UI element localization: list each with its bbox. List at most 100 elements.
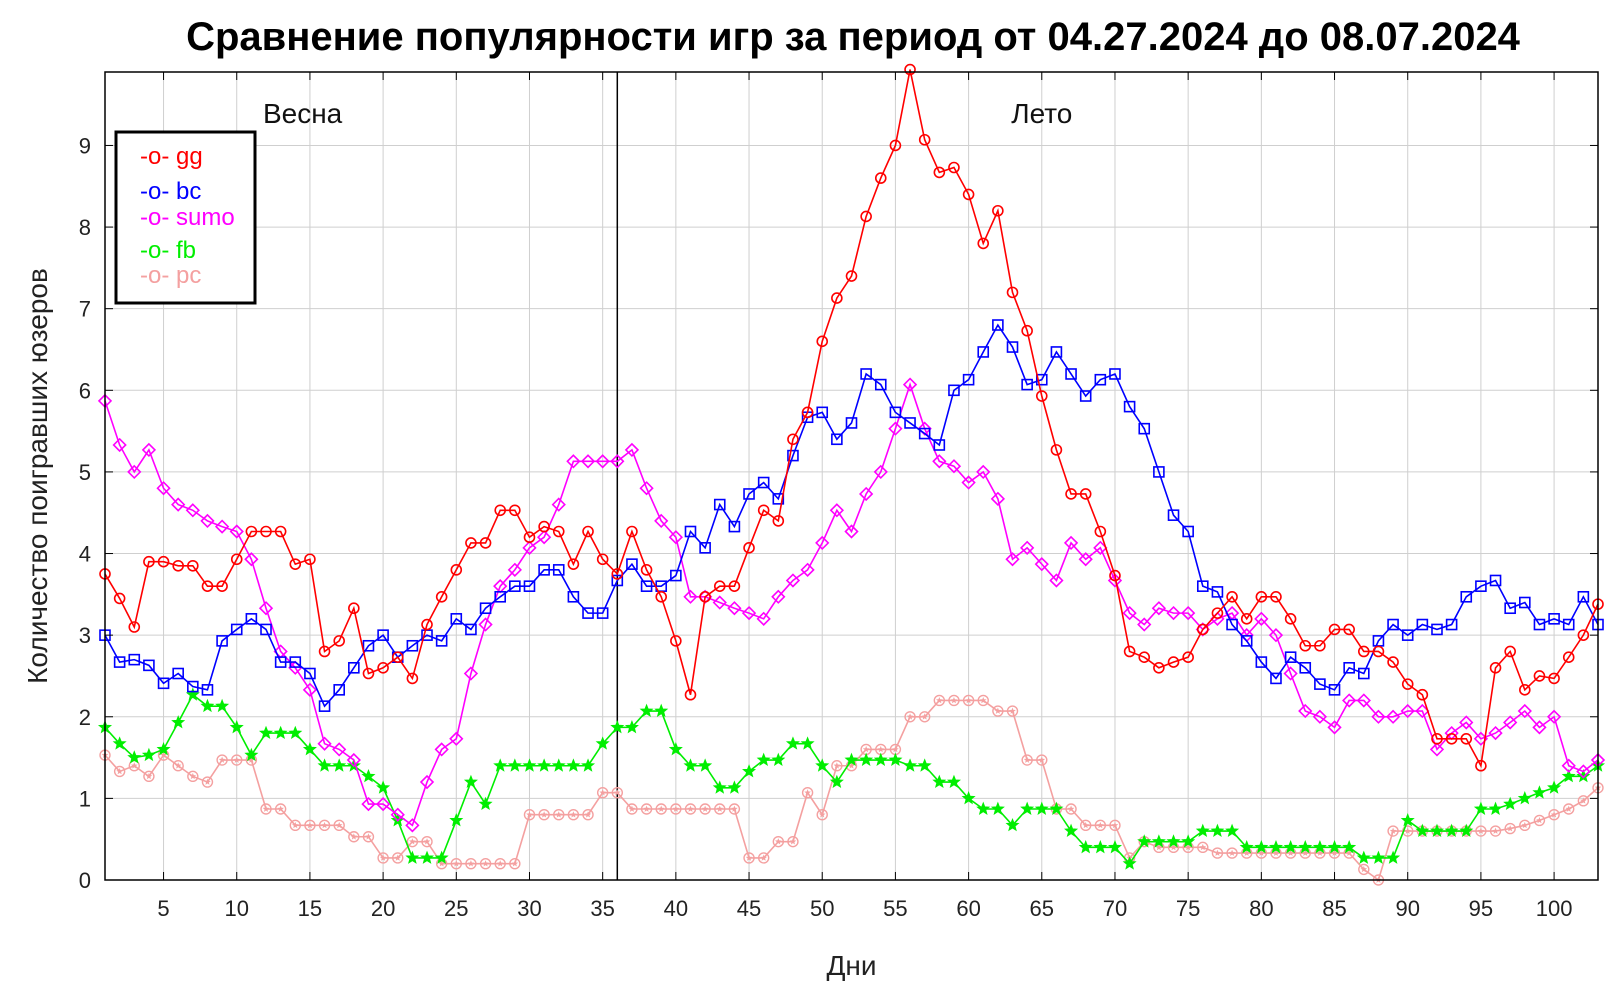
point-bc (172, 667, 184, 680)
point-bc (552, 564, 565, 576)
y-tick-label: 3 (79, 623, 91, 648)
x-tick-label: 55 (883, 896, 907, 921)
point-bc (1577, 590, 1590, 603)
point-bc (699, 542, 711, 554)
point-sumo (932, 454, 947, 469)
x-tick-label: 65 (1030, 896, 1054, 921)
point-sumo (317, 736, 332, 751)
point-gg (1079, 488, 1092, 500)
point-gg (406, 672, 419, 685)
point-sumo (185, 503, 200, 518)
point-gg (1431, 733, 1443, 745)
point-sumo (639, 481, 654, 496)
season-annotations: Весна Лето (263, 72, 1072, 880)
point-bc (274, 656, 287, 668)
point-sumo (361, 796, 376, 812)
point-gg (1123, 645, 1136, 658)
point-gg (962, 188, 975, 201)
point-bc (1167, 509, 1180, 521)
point-gg (801, 406, 814, 419)
point-fb (1049, 801, 1064, 815)
point-sumo (917, 421, 932, 436)
point-bc (406, 639, 419, 652)
point-fb (566, 758, 581, 772)
point-bc (333, 684, 345, 696)
point-fb (288, 725, 303, 740)
point-pc (143, 770, 155, 783)
point-gg (582, 525, 594, 538)
point-pc (1475, 825, 1487, 837)
point-fb (1298, 839, 1313, 854)
point-gg (1387, 656, 1399, 668)
point-gg (1035, 390, 1048, 402)
point-bc (1299, 661, 1312, 674)
point-bc (1006, 341, 1019, 353)
point-sumo (873, 464, 888, 480)
point-sumo (112, 437, 127, 453)
point-fb (932, 774, 947, 789)
point-gg (274, 525, 287, 538)
point-gg (889, 139, 902, 152)
point-fb (1429, 823, 1445, 837)
point-fb (1093, 839, 1108, 854)
point-sumo (580, 454, 596, 469)
point-bc (1343, 661, 1355, 674)
point-fb (127, 750, 142, 764)
point-gg (1006, 286, 1019, 299)
point-sumo (566, 454, 581, 469)
point-sumo (1429, 742, 1445, 757)
point-bc (889, 406, 902, 419)
point-pc (1577, 795, 1590, 807)
point-pc (201, 776, 214, 788)
point-bc (626, 558, 638, 570)
point-fb (756, 752, 771, 766)
point-gg (1475, 759, 1487, 772)
point-sumo (1503, 715, 1518, 730)
point-pc (1519, 819, 1531, 832)
point-bc (1445, 618, 1458, 631)
point-pc (918, 711, 931, 723)
point-gg (128, 621, 141, 633)
point-gg (1577, 629, 1590, 641)
point-pc (304, 819, 316, 832)
point-bc (904, 417, 916, 429)
point-pc (1036, 754, 1048, 766)
point-fb (1181, 834, 1196, 848)
point-sumo (1034, 557, 1049, 572)
point-gg (230, 553, 243, 566)
point-fb (317, 758, 332, 772)
point-gg (567, 558, 580, 570)
series-pc-line (104, 699, 1599, 882)
point-sumo (1385, 709, 1401, 724)
point-bc (684, 525, 697, 538)
point-fb (361, 768, 376, 783)
point-bc (831, 433, 843, 446)
point-pc (187, 770, 199, 783)
point-sumo (449, 731, 464, 746)
point-fb (420, 850, 435, 864)
point-gg (479, 537, 492, 549)
point-fb (1312, 839, 1327, 854)
point-bc (1504, 602, 1516, 615)
point-pc (743, 852, 755, 864)
series-bc-line (104, 323, 1599, 708)
point-gg (304, 553, 316, 566)
point-bc (567, 590, 580, 603)
point-pc (465, 857, 477, 870)
point-gg (1328, 623, 1341, 636)
point-fb (1444, 823, 1459, 837)
point-gg (552, 525, 565, 538)
series-sumo (97, 377, 1606, 833)
point-gg (1240, 613, 1253, 625)
point-bc (143, 659, 155, 672)
point-gg (626, 525, 638, 538)
point-sumo (156, 481, 171, 496)
point-gg (684, 688, 697, 701)
point-bc (1021, 378, 1033, 391)
point-pc (216, 754, 228, 766)
point-bc (757, 476, 770, 489)
point-bc (1328, 684, 1341, 696)
point-bc (1226, 618, 1238, 631)
point-sumo (800, 562, 815, 577)
point-fb (1327, 839, 1342, 854)
